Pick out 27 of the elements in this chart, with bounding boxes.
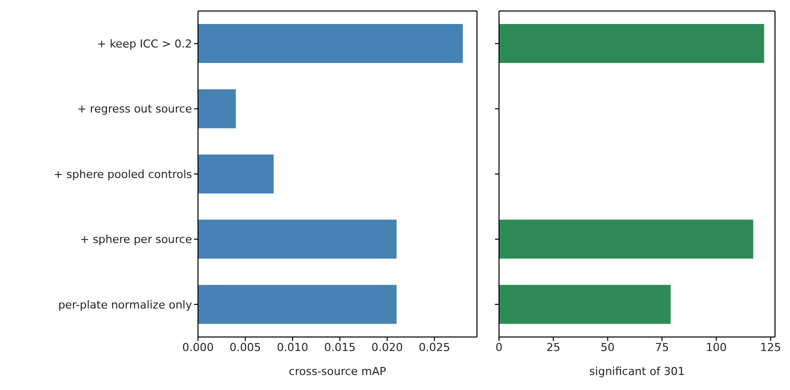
x-tick-label: 0.025 — [418, 340, 450, 354]
x-tick-label: 75 — [654, 340, 669, 354]
bar — [499, 220, 754, 259]
x-tick-label: 125 — [760, 340, 782, 354]
x-tick-label: 50 — [600, 340, 615, 354]
bar — [198, 89, 236, 128]
x-tick-label: 100 — [706, 340, 727, 354]
y-tick-label: + sphere per source — [80, 233, 192, 246]
bar — [198, 154, 274, 194]
bar — [499, 24, 764, 64]
bar — [499, 284, 671, 324]
x-tick-label: 0.005 — [230, 340, 262, 354]
y-tick-label: + keep ICC > 0.2 — [96, 38, 192, 51]
x-tick-label: 25 — [546, 340, 560, 354]
bar — [198, 24, 463, 64]
x-tick-label: 0.000 — [182, 340, 214, 354]
x-axis-title: cross-source mAP — [288, 365, 387, 378]
y-tick-label: per-plate normalize only — [58, 298, 192, 312]
bar — [198, 220, 397, 259]
x-tick-label: 0.020 — [371, 340, 403, 354]
y-tick-label: + regress out source — [77, 102, 192, 116]
x-tick-label: 0.010 — [276, 340, 308, 354]
x-axis-title: significant of 301 — [589, 365, 685, 378]
y-tick-label: + sphere pooled controls — [54, 168, 192, 181]
x-tick-label: 0 — [496, 340, 502, 354]
x-tick-label: 0.015 — [324, 340, 356, 354]
bar — [198, 284, 397, 324]
